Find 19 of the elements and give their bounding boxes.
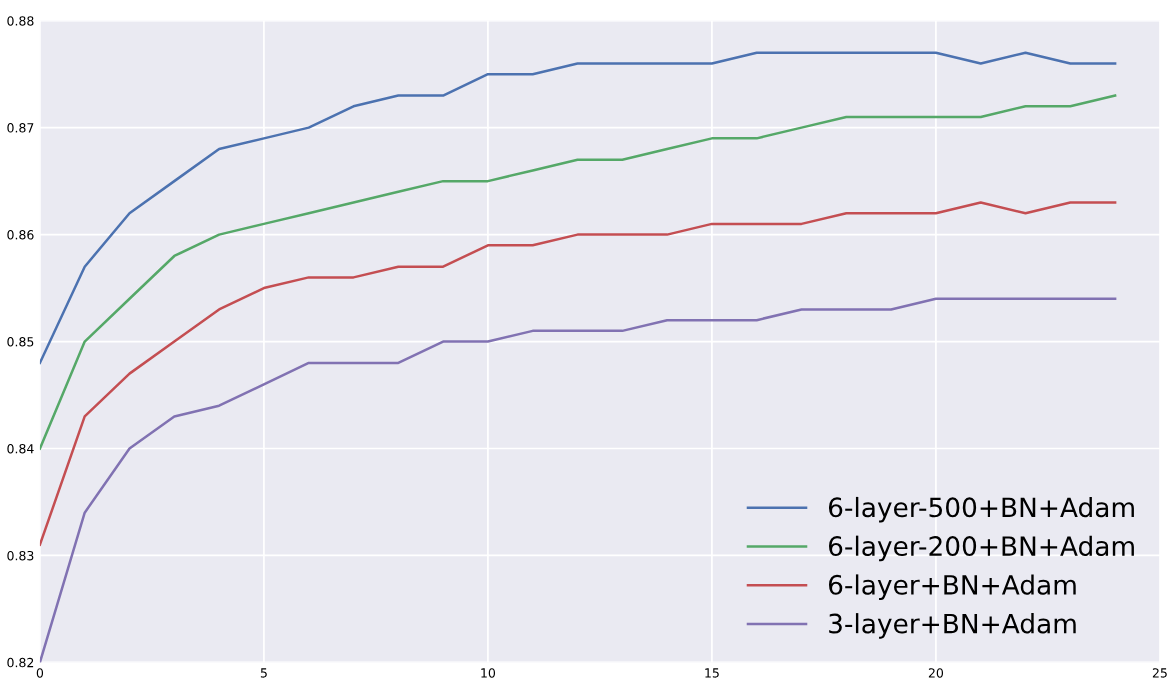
- line-series: [39, 94, 1117, 450]
- y-tick-label: 0.83: [7, 550, 34, 561]
- y-tick-label: 0.88: [7, 16, 34, 26]
- x-tick-label: 10: [481, 668, 496, 678]
- line-series: [39, 51, 1117, 365]
- legend-label: 6-layer-500+BN+Adam: [828, 496, 1134, 523]
- legend-label: 3-layer+BN+Adam: [829, 613, 1076, 639]
- x-tick-label: 15: [705, 668, 719, 678]
- x-tick-label: 25: [1152, 668, 1167, 678]
- legend-label: 6-layer+BN+Adam: [828, 574, 1076, 600]
- legend-label: 6-layer-200+BN+Adam: [828, 535, 1134, 562]
- x-tick-label: 5: [260, 668, 267, 678]
- y-tick-label: 0.86: [7, 230, 34, 240]
- x-tick-label: 20: [928, 668, 944, 678]
- x-tick-label: 0: [36, 668, 44, 678]
- y-tick-label: 0.85: [7, 337, 34, 347]
- y-tick-label: 0.84: [7, 443, 34, 454]
- y-tick-label: 0.82: [7, 657, 34, 668]
- y-tick-label: 0.87: [7, 123, 34, 133]
